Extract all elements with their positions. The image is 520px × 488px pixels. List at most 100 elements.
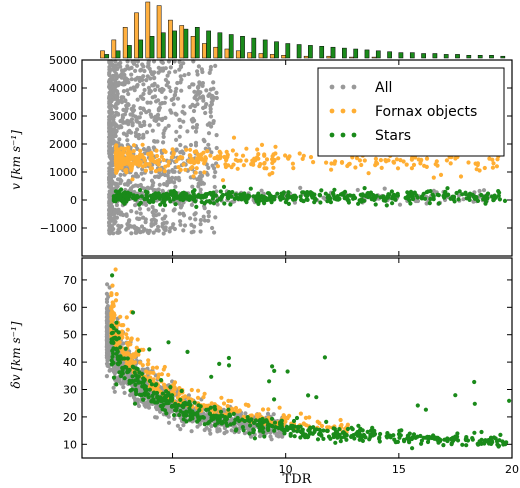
point-stars — [360, 197, 365, 203]
point-fornax — [145, 370, 150, 375]
point-stars — [115, 355, 120, 360]
point-all — [204, 415, 209, 420]
point-all — [141, 135, 146, 140]
ytick-label: 40 — [63, 356, 77, 369]
point-fornax — [142, 157, 147, 163]
point-all — [193, 93, 198, 98]
legend-marker-stars — [329, 132, 357, 138]
point-stars — [265, 191, 271, 196]
hist-bar-fornax — [100, 50, 105, 59]
point-all — [121, 89, 126, 94]
point-all — [161, 87, 166, 92]
point-fornax — [327, 425, 332, 430]
point-all — [172, 207, 177, 212]
point-fornax — [114, 292, 119, 297]
point-stars — [442, 195, 447, 200]
point-all — [162, 216, 167, 221]
point-stars — [210, 196, 215, 201]
point-all — [154, 415, 159, 420]
point-all — [212, 184, 217, 190]
point-all — [107, 169, 112, 174]
point-fornax — [359, 162, 364, 168]
point-stars — [421, 435, 426, 440]
point-stars — [136, 374, 141, 379]
point-fornax — [202, 391, 207, 396]
ytick-label: 2000 — [49, 138, 77, 151]
point-all — [134, 229, 139, 234]
point-stars — [248, 186, 253, 191]
point-all — [206, 165, 211, 170]
point-all — [135, 97, 140, 102]
point-stars — [339, 192, 345, 197]
point-stars — [137, 202, 142, 207]
point-stars — [456, 197, 461, 202]
point-fornax — [171, 150, 176, 156]
point-fornax — [240, 153, 246, 158]
hist-bar-fornax — [326, 55, 332, 59]
point-stars — [392, 437, 397, 442]
point-stars — [172, 413, 177, 418]
point-all — [114, 97, 120, 102]
point-all — [107, 230, 112, 236]
hist-bar-stars — [149, 36, 155, 59]
point-all — [105, 337, 110, 342]
point-all — [211, 120, 216, 126]
point-stars — [298, 435, 303, 440]
hist-bar-stars — [387, 51, 392, 59]
point-stars — [358, 192, 363, 197]
point-all — [151, 230, 156, 235]
point-stars — [292, 434, 297, 439]
point-all — [196, 64, 201, 69]
point-stars — [344, 433, 349, 438]
point-all — [128, 86, 133, 91]
point-stars — [209, 374, 214, 379]
point-stars — [183, 400, 188, 405]
point-fornax — [163, 164, 168, 169]
point-all — [190, 116, 196, 121]
legend-label-all: All — [375, 80, 392, 96]
point-stars — [427, 201, 432, 206]
point-fornax — [270, 160, 275, 166]
point-all — [112, 389, 117, 394]
point-all — [193, 129, 199, 134]
hist-bar-stars — [228, 34, 234, 59]
point-all — [212, 174, 217, 179]
point-stars — [310, 195, 315, 200]
point-fornax — [409, 157, 414, 162]
point-stars — [279, 418, 284, 423]
point-stars — [141, 397, 146, 402]
point-stars — [188, 402, 193, 408]
point-stars — [114, 320, 119, 325]
point-stars — [179, 403, 185, 409]
point-all — [182, 111, 187, 116]
point-all — [147, 108, 152, 113]
point-fornax — [357, 158, 362, 163]
point-stars — [306, 434, 311, 439]
point-all — [198, 229, 203, 234]
point-stars — [370, 425, 375, 430]
point-all — [104, 309, 110, 315]
point-all — [129, 72, 134, 77]
point-all — [160, 60, 165, 65]
point-all — [124, 133, 129, 138]
point-stars — [247, 419, 252, 424]
point-fornax — [354, 156, 360, 161]
point-all — [188, 142, 194, 148]
point-all — [149, 170, 154, 175]
point-fornax — [264, 157, 270, 162]
point-all — [121, 95, 126, 100]
point-all — [141, 64, 146, 69]
hist-bar-stars — [104, 54, 110, 59]
point-stars — [117, 192, 122, 197]
point-all — [174, 147, 179, 152]
point-all — [161, 208, 166, 213]
point-stars — [153, 195, 158, 200]
point-fornax — [111, 316, 116, 321]
point-fornax — [147, 162, 152, 167]
hist-bar-fornax — [269, 54, 275, 59]
point-fornax — [120, 329, 125, 334]
point-fornax — [191, 161, 197, 166]
point-stars — [173, 408, 178, 413]
point-fornax — [122, 161, 127, 166]
point-all — [152, 75, 157, 80]
